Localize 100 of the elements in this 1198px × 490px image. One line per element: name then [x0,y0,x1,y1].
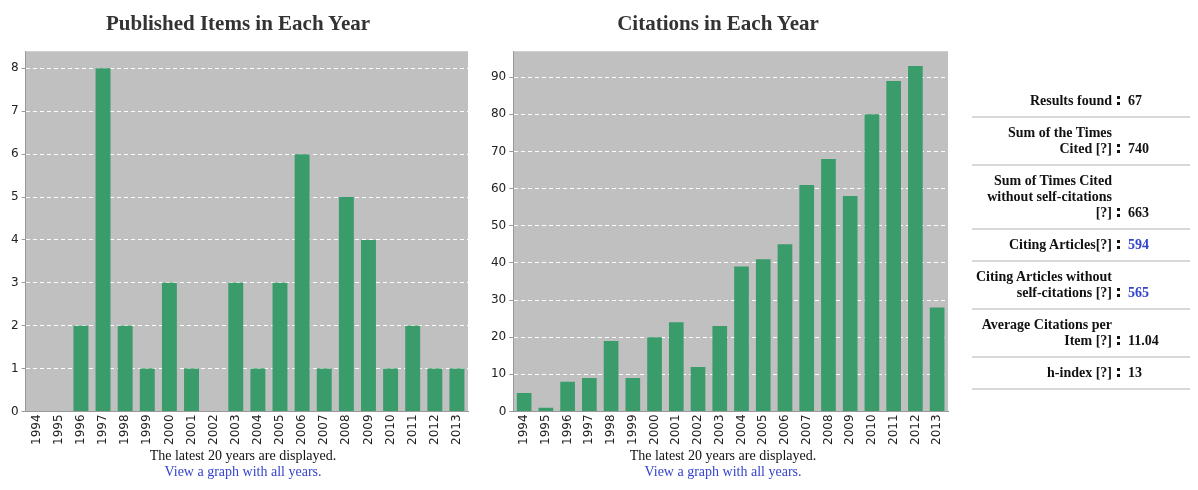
bar [250,368,266,411]
y-tick-label: 40 [490,255,507,270]
bar [668,322,684,411]
bar [228,282,244,411]
category-label: h-index [?] [1046,365,1112,381]
bar [625,378,641,411]
x-tick-label: 2000 [646,414,661,446]
x-tick-label: 2010 [864,414,879,446]
chart-title: Published Items in Each Year [105,11,371,36]
bar [864,114,880,411]
bar [338,197,354,411]
x-tick-label: 1998 [117,414,132,446]
x-tick-label: 2006 [294,414,309,446]
bar [690,366,706,411]
bar [560,381,575,411]
x-tick-label: 2009 [842,414,857,446]
x-tick-label: 2011 [404,414,419,446]
y-tick-label: 4 [10,232,19,247]
category-label: Citing Articles[?] [1007,237,1112,253]
category-label: Average Citations per Item [?] [980,317,1112,349]
x-tick-label: 2008 [338,414,353,446]
bar [361,239,376,411]
y-tick-label: 0 [498,403,507,418]
x-tick-label: 1995 [50,414,65,446]
bar [272,282,288,411]
bar [755,259,771,411]
bar [712,326,728,411]
y-tick-label: 20 [490,329,507,344]
x-tick-label: 2009 [360,414,375,446]
bar [427,368,443,411]
y-tick-label: 60 [490,180,507,195]
text: The latest 20 years are displayed. [628,448,818,464]
y-tick-label: 5 [10,189,19,204]
bar [842,196,858,411]
bar [821,158,836,411]
bar [449,368,465,411]
y-tick-label: 70 [490,143,507,158]
x-tick-label: 2010 [382,414,397,446]
category-label: Results found [1028,93,1112,109]
x-tick-label: 1997 [95,414,110,446]
x-tick-label: 2002 [205,414,220,446]
x-tick-label: 2007 [316,414,331,446]
text: View a graph with all years. [643,464,803,480]
y-tick-label: 50 [490,217,507,232]
bar [161,282,177,411]
x-tick-label: 1996 [559,414,574,446]
bar [117,325,133,411]
bar [405,325,421,411]
bar [799,184,815,411]
bar [603,340,619,411]
x-tick-label: 1998 [603,414,618,446]
bar [516,392,532,411]
category-label: Sum of Times Cited without self-citations [?] [986,173,1112,221]
bar [294,154,310,411]
x-tick-label: 1999 [624,414,639,446]
x-tick-label: 2003 [227,414,242,446]
y-tick-label: 10 [490,366,507,381]
x-tick-label: 2000 [161,414,176,446]
category-label: Citing Articles without self-citations [?] [974,269,1112,301]
x-tick-label: 2012 [907,414,922,446]
chart-title: Citations in Each Year [617,11,819,36]
data-label: 67 [1127,93,1142,109]
y-tick-label: 3 [10,274,19,289]
y-tick-label: 7 [10,103,19,118]
x-tick-label: 1999 [139,414,154,446]
y-tick-label: 0 [10,403,19,418]
bar [908,66,923,411]
data-label: 565 [1127,285,1149,301]
y-tick-label: 80 [490,106,507,121]
bar [886,80,901,411]
x-tick-label: 2006 [777,414,792,446]
bar [184,368,199,411]
y-tick-label: 8 [10,60,19,75]
data-label: 11.04 [1127,333,1159,349]
y-tick-label: 30 [490,292,507,307]
bar [582,378,597,411]
x-tick-label: 2005 [755,414,770,446]
x-tick-label: 2004 [733,414,748,446]
x-tick-label: 2007 [798,414,813,446]
x-tick-label: 2002 [690,414,705,446]
bar [929,307,945,411]
bar [73,325,89,411]
x-tick-label: 1997 [581,414,596,446]
x-tick-label: 2013 [449,414,464,446]
text: View a graph with all years. [163,464,323,480]
data-label: 663 [1127,205,1149,221]
x-tick-label: 2005 [272,414,287,446]
x-tick-label: 1994 [28,414,43,446]
y-tick-label: 1 [10,360,19,375]
category-label: Sum of the Times Cited [?] [1006,125,1112,157]
bar [95,68,111,411]
y-tick-label: 2 [10,317,19,332]
x-tick-label: 2012 [426,414,441,446]
x-tick-label: 2013 [929,414,944,446]
y-tick-label: 6 [10,146,19,161]
text: The latest 20 years are displayed. [148,448,338,464]
bar [647,337,662,411]
x-tick-label: 2001 [668,414,683,446]
x-tick-label: 2008 [820,414,835,446]
x-tick-label: 2001 [183,414,198,446]
